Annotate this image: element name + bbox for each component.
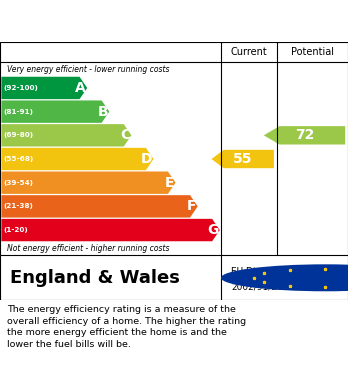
Text: (55-68): (55-68) [3,156,34,162]
Text: B: B [97,105,108,118]
Text: Very energy efficient - lower running costs: Very energy efficient - lower running co… [7,65,169,74]
Text: EU Directive: EU Directive [231,267,287,276]
Text: (81-91): (81-91) [3,109,33,115]
Polygon shape [1,77,87,99]
Text: 72: 72 [295,128,314,142]
Text: (92-100): (92-100) [3,85,38,91]
Polygon shape [1,100,109,123]
Polygon shape [264,126,345,145]
Text: Potential: Potential [291,47,334,57]
Text: Not energy efficient - higher running costs: Not energy efficient - higher running co… [7,244,169,253]
Polygon shape [1,124,132,147]
Text: The energy efficiency rating is a measure of the
overall efficiency of a home. T: The energy efficiency rating is a measur… [7,305,246,349]
Text: (1-20): (1-20) [3,227,28,233]
Text: (39-54): (39-54) [3,180,33,186]
Text: (69-80): (69-80) [3,132,34,138]
Polygon shape [1,219,220,241]
Text: England & Wales: England & Wales [10,269,180,287]
Circle shape [221,264,348,291]
Polygon shape [1,172,176,194]
Polygon shape [1,148,153,170]
Text: Energy Efficiency Rating: Energy Efficiency Rating [10,14,232,29]
Text: A: A [75,81,86,95]
Text: (21-38): (21-38) [3,203,33,209]
Text: C: C [120,128,130,142]
Text: F: F [187,199,196,213]
Text: E: E [165,176,174,190]
Text: 2002/91/EC: 2002/91/EC [231,282,284,291]
Text: 55: 55 [233,152,252,166]
Polygon shape [212,150,274,168]
Text: G: G [207,223,219,237]
Text: D: D [141,152,152,166]
Text: Current: Current [230,47,267,57]
Polygon shape [1,195,198,217]
